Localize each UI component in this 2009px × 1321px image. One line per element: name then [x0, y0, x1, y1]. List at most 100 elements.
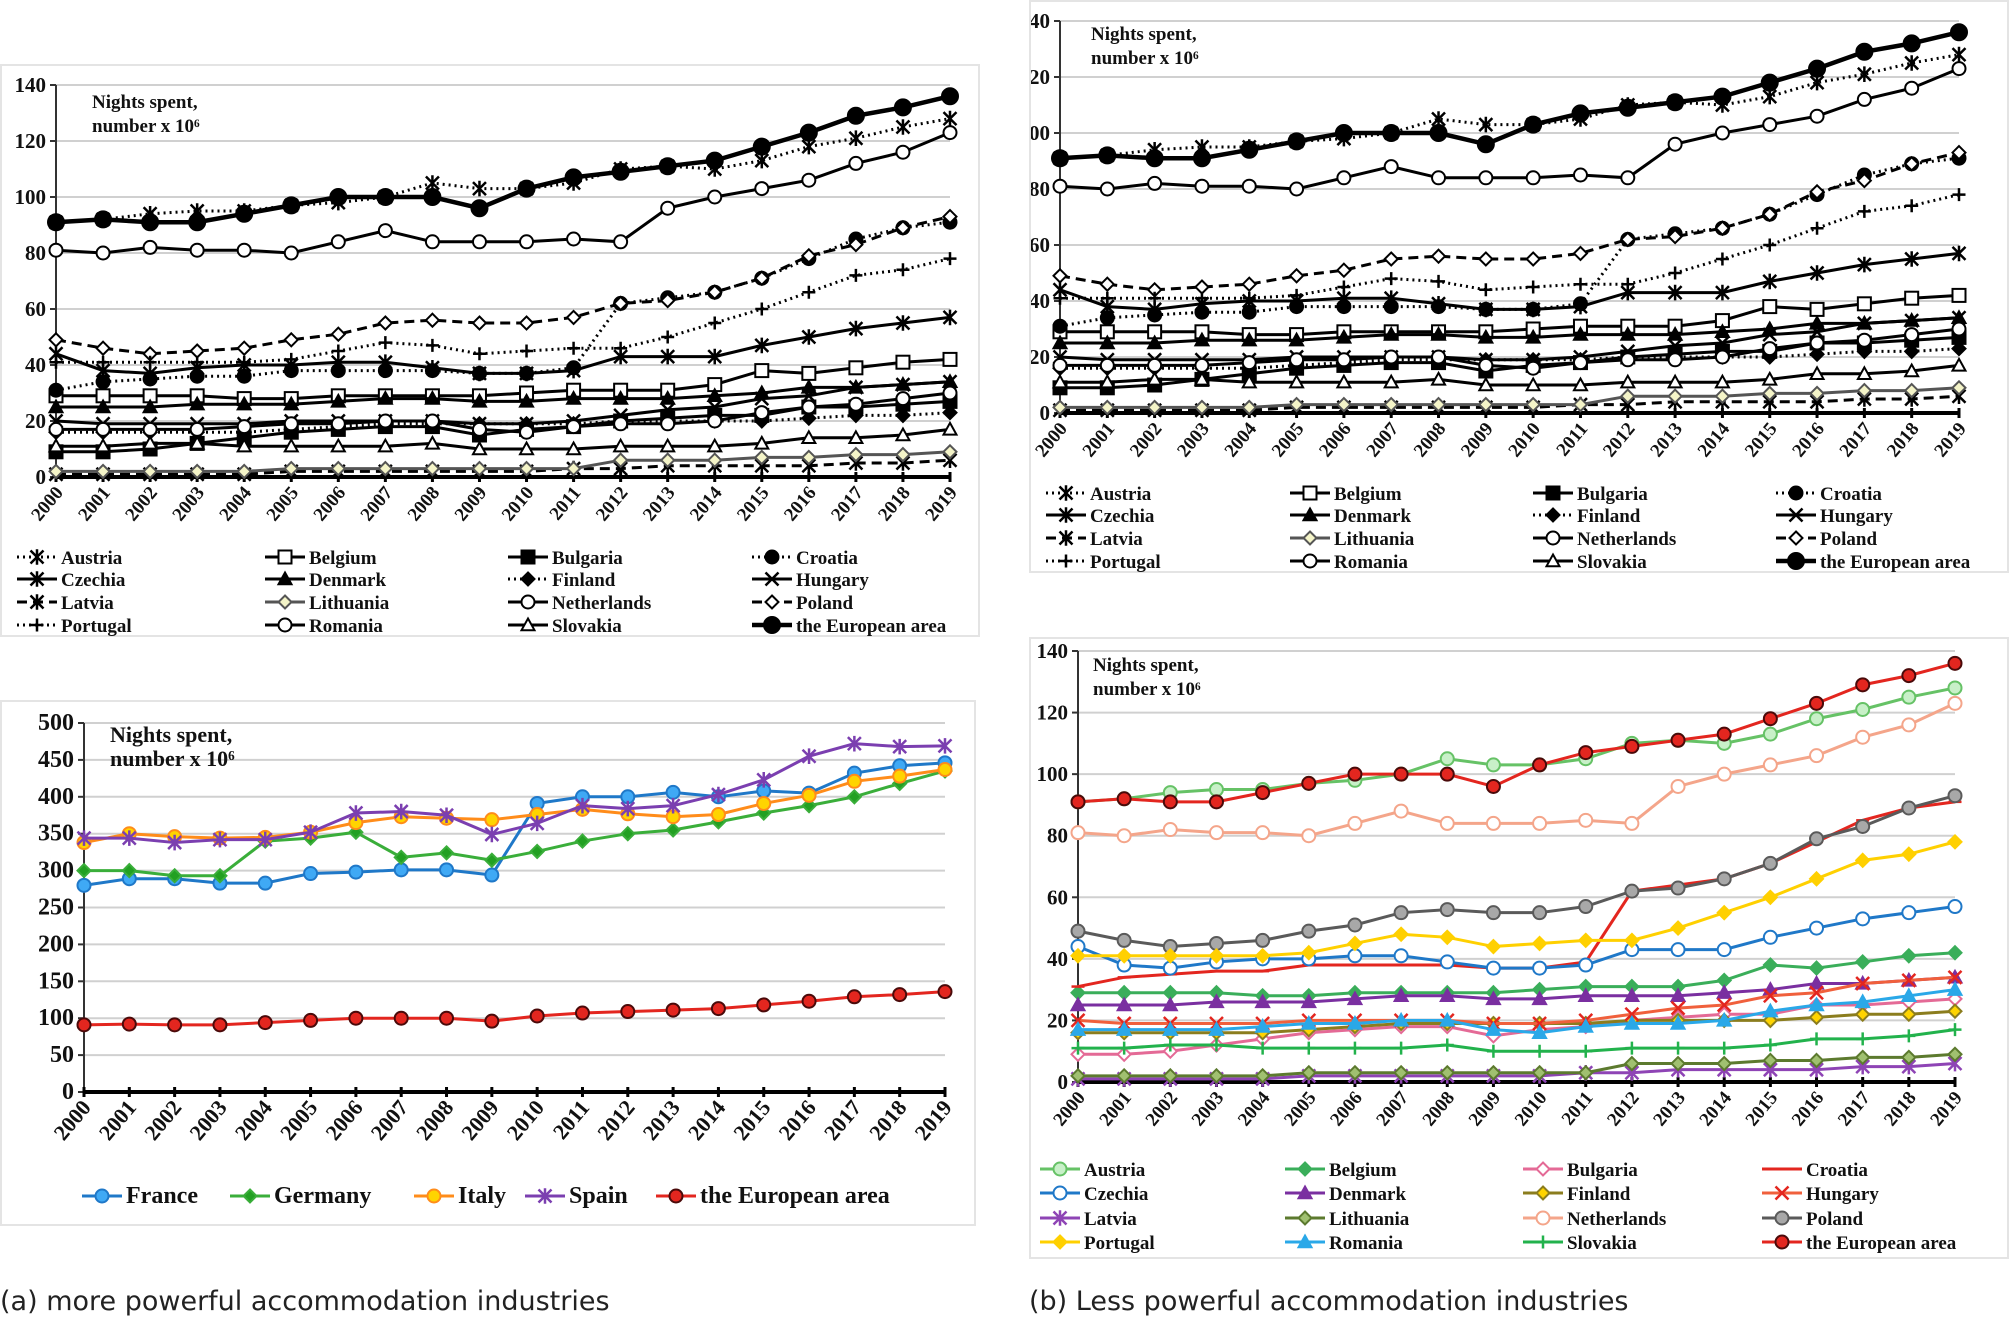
data-point: [1900, 1049, 1917, 1066]
data-point: [1255, 932, 1271, 948]
y-tick-label: 120: [15, 129, 47, 153]
data-point: [529, 1008, 545, 1024]
data-point: [329, 188, 348, 206]
legend-marker: [1296, 1233, 1314, 1249]
data-point: [1950, 23, 1968, 42]
data-point: [659, 390, 676, 405]
x-tick-label: 2009: [1457, 419, 1498, 462]
data-point: [1115, 996, 1133, 1012]
legend-marker: [1296, 1184, 1314, 1200]
series-the-european-area: [47, 87, 959, 232]
data-point: [1624, 883, 1640, 899]
data-point: [1855, 729, 1871, 745]
data-point: [1618, 98, 1637, 117]
data-point: [754, 337, 770, 354]
data-point: [1431, 296, 1446, 312]
data-point: [1052, 267, 1068, 284]
x-tick-label: 2018: [874, 483, 915, 526]
data-point: [565, 460, 582, 477]
data-point: [377, 390, 394, 405]
data-point: [95, 421, 111, 437]
chart-annotation: Nights spent,: [110, 722, 232, 747]
data-point: [283, 245, 299, 261]
series-line: [83, 990, 946, 1027]
legend-marker: [29, 571, 45, 587]
x-tick-label: 2018: [1883, 419, 1924, 462]
data-point: [283, 416, 299, 432]
legend-label: Czechia: [61, 570, 126, 591]
series-poland: [1052, 144, 1967, 298]
data-point: [801, 787, 817, 803]
data-point: [1716, 904, 1733, 921]
data-point: [565, 390, 582, 405]
data-point: [1477, 396, 1494, 413]
data-point: [1856, 296, 1872, 312]
data-point: [1383, 159, 1399, 175]
data-point: [1948, 1023, 1962, 1037]
legend-label: Latvia: [1090, 529, 1143, 550]
x-tick-label: 2019: [1926, 1088, 1967, 1131]
x-tick-label: 2000: [1031, 419, 1072, 462]
data-point: [121, 1016, 137, 1032]
legend-label: the European area: [1820, 552, 1971, 573]
data-point: [1290, 288, 1304, 302]
legend-item: Romania: [1285, 1233, 1403, 1254]
series-slovakia: [1051, 356, 1968, 392]
data-point: [1947, 969, 1963, 985]
data-point: [1052, 318, 1068, 334]
data-point: [1809, 831, 1825, 847]
x-tick-label: 2013: [1646, 419, 1687, 462]
data-point: [575, 797, 590, 814]
data-point: [1194, 279, 1210, 295]
data-point: [1383, 396, 1400, 413]
data-point: [1808, 314, 1826, 330]
data-point: [1856, 91, 1872, 107]
data-point: [377, 223, 393, 239]
data-point: [1670, 1000, 1686, 1016]
y-tick-label: 100: [15, 185, 47, 209]
data-point: [330, 416, 346, 432]
data-point: [614, 341, 628, 355]
y-tick-label: 100: [1037, 762, 1069, 786]
data-point: [1301, 775, 1317, 791]
data-point: [1337, 280, 1351, 294]
data-point: [284, 352, 298, 366]
data-point: [47, 398, 65, 414]
data-point: [1577, 932, 1594, 949]
data-point: [1762, 117, 1778, 133]
data-point: [236, 395, 253, 411]
chart-annotation: Nights spent,: [1091, 24, 1197, 45]
data-point: [236, 419, 252, 435]
data-point: [1525, 251, 1542, 267]
series-lithuania: [1070, 1046, 1963, 1084]
series-hungary: [48, 374, 958, 432]
data-point: [1384, 272, 1398, 286]
data-point: [519, 365, 534, 382]
data-point: [141, 434, 159, 450]
y-tick-label: 200: [38, 931, 74, 957]
data-point: [95, 245, 111, 261]
legend-item: Bulgaria: [1523, 1160, 1638, 1181]
data-point: [1810, 1032, 1824, 1046]
data-point: [1242, 291, 1256, 305]
data-point: [1947, 680, 1963, 696]
series-the-european-area: [76, 984, 953, 1033]
data-point: [753, 449, 770, 466]
legend-marker: [537, 1188, 553, 1204]
legend-item: Belgium: [1285, 1160, 1397, 1181]
data-point: [846, 106, 865, 125]
legend-item: Slovakia: [1523, 1233, 1637, 1254]
x-tick-label: 2018: [1880, 1088, 1921, 1131]
y-tick-label: 500: [38, 710, 74, 736]
data-point: [1809, 385, 1825, 402]
data-point: [799, 123, 818, 142]
x-tick-label: 2011: [1558, 1088, 1598, 1130]
series-netherlands: [1052, 61, 1967, 197]
data-point: [1194, 399, 1210, 416]
series-line: [1078, 1028, 1956, 1053]
legend-marker: [1302, 485, 1318, 501]
data-point: [1335, 262, 1352, 279]
data-point: [1619, 388, 1636, 405]
data-point: [707, 413, 723, 429]
